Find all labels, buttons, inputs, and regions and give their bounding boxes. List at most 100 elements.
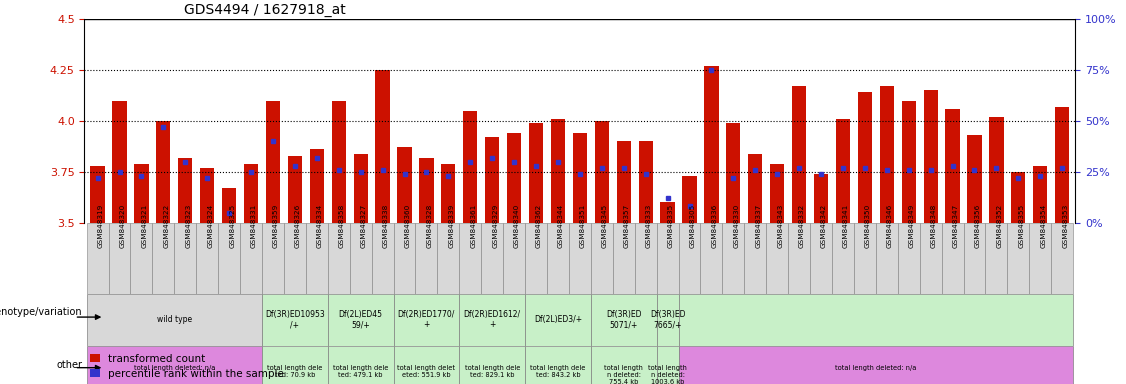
- Text: GSM848354: GSM848354: [1040, 204, 1046, 248]
- Bar: [569, 223, 591, 294]
- Text: GSM848346: GSM848346: [887, 204, 893, 248]
- Bar: [748, 154, 762, 223]
- Text: GSM848349: GSM848349: [909, 204, 914, 248]
- Bar: [354, 154, 368, 223]
- Text: GSM848348: GSM848348: [931, 204, 937, 248]
- Text: total length delet
eted: 551.9 kb: total length delet eted: 551.9 kb: [397, 366, 455, 379]
- Bar: [397, 147, 412, 223]
- Bar: [394, 346, 459, 384]
- Bar: [87, 294, 262, 346]
- Bar: [832, 223, 854, 294]
- Bar: [459, 346, 525, 384]
- Text: GSM848359: GSM848359: [272, 204, 279, 248]
- Text: GSM848340: GSM848340: [515, 204, 520, 248]
- Bar: [858, 93, 872, 223]
- Bar: [1055, 107, 1070, 223]
- Bar: [682, 176, 697, 223]
- Bar: [90, 166, 105, 223]
- Bar: [770, 164, 785, 223]
- Bar: [854, 223, 876, 294]
- Text: GSM848330: GSM848330: [733, 204, 740, 248]
- Bar: [679, 223, 700, 294]
- Text: GSM848335: GSM848335: [668, 204, 673, 248]
- Text: Df(2L)ED3/+: Df(2L)ED3/+: [534, 315, 582, 324]
- Bar: [372, 223, 394, 294]
- Bar: [704, 66, 718, 223]
- Bar: [131, 223, 152, 294]
- Bar: [595, 121, 609, 223]
- Text: total length dele
ted: 70.9 kb: total length dele ted: 70.9 kb: [267, 366, 322, 379]
- Text: GSM848333: GSM848333: [645, 204, 652, 248]
- Text: GSM848358: GSM848358: [339, 204, 345, 248]
- Text: GSM848352: GSM848352: [997, 204, 1002, 248]
- Text: GSM848342: GSM848342: [821, 204, 826, 248]
- Bar: [328, 294, 394, 346]
- Bar: [152, 223, 175, 294]
- Bar: [879, 86, 894, 223]
- Bar: [1034, 166, 1047, 223]
- Bar: [897, 223, 920, 294]
- Bar: [923, 91, 938, 223]
- Bar: [87, 223, 108, 294]
- Bar: [262, 223, 284, 294]
- Bar: [525, 346, 591, 384]
- Bar: [157, 121, 170, 223]
- Bar: [108, 223, 131, 294]
- Bar: [262, 294, 328, 346]
- Text: GSM848362: GSM848362: [536, 204, 542, 248]
- Bar: [306, 223, 328, 294]
- Bar: [113, 101, 126, 223]
- Text: other: other: [56, 361, 82, 371]
- Text: GSM848334: GSM848334: [316, 204, 323, 248]
- Bar: [1011, 172, 1026, 223]
- Text: GSM848328: GSM848328: [427, 204, 432, 248]
- Bar: [459, 294, 525, 346]
- Bar: [985, 223, 1008, 294]
- Text: GSM848338: GSM848338: [383, 204, 388, 248]
- Bar: [503, 223, 525, 294]
- Text: Df(3R)ED
5071/+: Df(3R)ED 5071/+: [606, 310, 642, 329]
- Bar: [656, 346, 679, 384]
- Bar: [700, 223, 723, 294]
- Bar: [419, 157, 434, 223]
- Bar: [726, 123, 741, 223]
- Text: GSM848332: GSM848332: [799, 204, 805, 248]
- Text: GSM848324: GSM848324: [207, 204, 213, 248]
- Text: Df(3R)ED10953
/+: Df(3R)ED10953 /+: [265, 310, 324, 329]
- Bar: [310, 149, 324, 223]
- Bar: [920, 223, 941, 294]
- Text: GDS4494 / 1627918_at: GDS4494 / 1627918_at: [184, 3, 346, 17]
- Bar: [222, 188, 236, 223]
- Text: GSM848305: GSM848305: [689, 204, 696, 248]
- Bar: [529, 123, 543, 223]
- Bar: [941, 223, 964, 294]
- Bar: [394, 294, 459, 346]
- Text: GSM848345: GSM848345: [601, 204, 608, 248]
- Text: GSM848355: GSM848355: [1018, 204, 1025, 248]
- Bar: [788, 223, 810, 294]
- Bar: [661, 202, 674, 223]
- Text: GSM848337: GSM848337: [756, 204, 761, 248]
- Bar: [525, 294, 591, 346]
- Bar: [591, 346, 656, 384]
- Bar: [1029, 223, 1052, 294]
- Bar: [218, 223, 240, 294]
- Bar: [990, 117, 1003, 223]
- Text: GSM848331: GSM848331: [251, 204, 257, 248]
- Bar: [1052, 223, 1073, 294]
- Bar: [547, 223, 569, 294]
- Text: GSM848323: GSM848323: [186, 204, 191, 248]
- Bar: [485, 137, 499, 223]
- Bar: [178, 157, 193, 223]
- Text: GSM848341: GSM848341: [843, 204, 849, 248]
- Text: GSM848327: GSM848327: [360, 204, 367, 248]
- Bar: [617, 141, 631, 223]
- Bar: [814, 174, 828, 223]
- Bar: [481, 223, 503, 294]
- Bar: [551, 119, 565, 223]
- Text: total length dele
ted: 829.1 kb: total length dele ted: 829.1 kb: [465, 366, 520, 379]
- Text: GSM848343: GSM848343: [777, 204, 784, 248]
- Bar: [964, 223, 985, 294]
- Bar: [876, 223, 897, 294]
- Bar: [638, 141, 653, 223]
